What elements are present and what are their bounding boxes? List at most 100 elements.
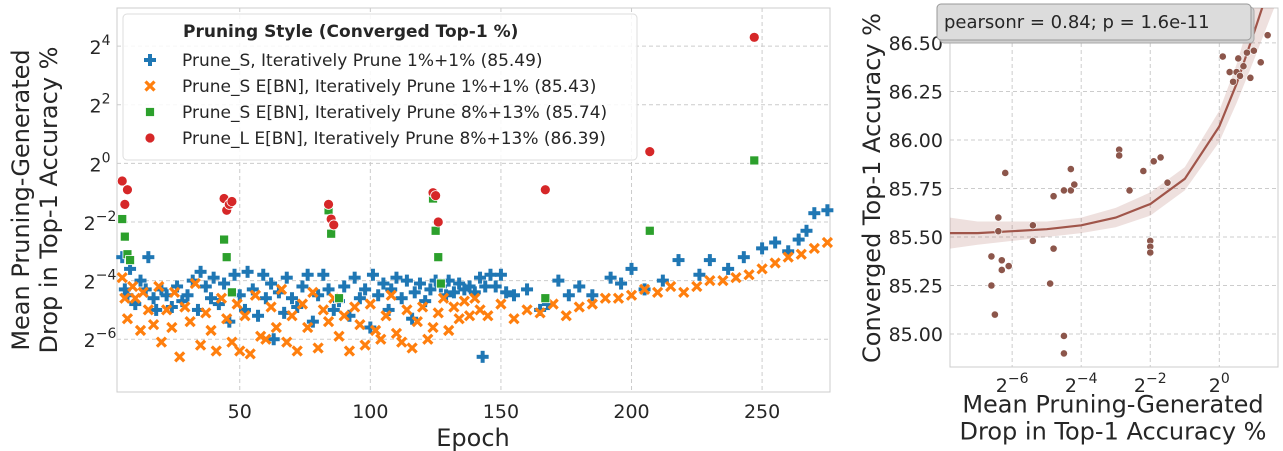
left-point-s0-65 (419, 295, 432, 308)
left-point-s0-106 (500, 286, 513, 299)
left-point-s1-69 (458, 295, 470, 307)
left-point-s1-67 (448, 301, 460, 313)
left-point-s2-6 (227, 287, 237, 298)
left-point-s0-65-v (423, 295, 428, 308)
left-point-s0-61 (400, 274, 413, 287)
left-point-s0-86-v (577, 280, 582, 293)
legend: Pruning Style (Converged Top-1 %) Prune_… (122, 13, 638, 161)
legend-marker-0 (144, 54, 156, 66)
left-point-s0-100 (782, 245, 795, 258)
left-point-s0-89 (615, 277, 628, 290)
right-point-30 (1218, 52, 1227, 61)
left-point-s0-81-v (511, 289, 516, 302)
left-point-s0-83 (541, 298, 554, 311)
left-point-s0-45-v (326, 283, 331, 296)
left-point-s2-14 (540, 293, 551, 304)
left-point-s1-93 (743, 269, 755, 281)
left-point-s0-84 (552, 274, 565, 287)
left-point-s0-12 (165, 300, 178, 313)
left-point-s0-105-v (480, 350, 485, 363)
left-point-s0-21 (207, 271, 220, 284)
left-point-s0-76 (474, 271, 487, 284)
left-point-s0-94 (693, 268, 706, 281)
left-point-s0-74 (463, 280, 476, 293)
left-point-s0-32-v (263, 292, 268, 305)
left-point-s0-93 (672, 254, 685, 267)
left-point-s0-33 (265, 277, 278, 290)
left-x-ticks: 50 100 150 200 250 (228, 401, 781, 423)
left-point-s0-25-v (232, 268, 237, 281)
left-point-s0-104 (821, 204, 834, 217)
left-point-s0-55-v (376, 289, 381, 302)
left-point-s0-42-v (310, 315, 315, 328)
right-point-9 (1028, 221, 1037, 230)
left-point-s0-28-v (245, 265, 250, 278)
left-point-s1-80 (573, 301, 585, 313)
left-point-s1-7 (142, 304, 154, 316)
left-point-s0-93-v (676, 254, 681, 267)
left-point-s0-50 (348, 271, 361, 284)
left-point-s1-55 (385, 289, 397, 301)
left-point-s3-7 (323, 198, 334, 210)
left-point-s0-92 (656, 274, 669, 287)
left-point-s1-89 (691, 280, 703, 293)
left-point-s3-12 (432, 216, 444, 228)
left-point-s0-20-v (209, 292, 214, 305)
left-point-s1-49 (354, 318, 366, 331)
left-point-s0-29-v (250, 283, 255, 296)
left-point-s0-67-v (433, 274, 438, 287)
left-y-tick-1: 2−4 (84, 268, 117, 294)
left-y-tick-5: 24 (89, 33, 110, 59)
left-point-s0-28 (241, 265, 254, 278)
left-point-s0-14 (176, 295, 189, 308)
left-point-s0-71 (447, 286, 460, 299)
left-point-s1-82 (599, 292, 612, 304)
left-point-s1-47 (343, 345, 356, 357)
right-point-41 (1263, 31, 1272, 40)
left-point-s0-30 (252, 309, 265, 322)
left-point-s1-3 (127, 280, 139, 293)
left-point-s1-27 (239, 310, 251, 322)
left-point-s1-8 (147, 318, 160, 331)
left-point-s0-4 (129, 298, 142, 311)
left-point-s0-104-v (825, 204, 830, 217)
right-point-13 (1049, 244, 1058, 253)
left-point-s0-38 (285, 292, 298, 305)
left-point-s0-12-v (169, 300, 174, 313)
left-x-tick-2: 150 (483, 401, 519, 423)
left-point-s0-49 (343, 309, 356, 322)
left-point-s0-3-v (128, 262, 133, 275)
right-point-17 (1066, 165, 1075, 173)
left-point-s0-0 (116, 251, 129, 264)
left-point-s0-33-v (269, 277, 274, 290)
left-point-s0-78 (484, 268, 497, 281)
left-point-s1-14 (174, 351, 186, 363)
left-point-s2-5 (221, 252, 232, 263)
left-point-s0-45 (322, 283, 335, 296)
legend-marker-3 (144, 132, 156, 144)
left-point-s0-5-v (138, 274, 143, 287)
right-point-15 (1060, 332, 1068, 340)
left-point-s0-103-v (812, 207, 817, 220)
right-points (987, 31, 1272, 358)
left-point-s1-62 (422, 333, 434, 345)
left-point-s1-17 (189, 277, 201, 290)
left-point-s0-58 (385, 283, 398, 296)
left-point-s0-97 (737, 251, 750, 264)
left-point-s0-72-v (457, 277, 462, 290)
left-point-s1-11 (160, 304, 173, 316)
left-point-s0-66-v (428, 283, 433, 296)
left-point-s1-53 (375, 333, 387, 345)
left-point-s0-15-v (185, 289, 190, 302)
left-point-s1-54 (380, 310, 392, 322)
left-point-s0-19-v (203, 280, 208, 293)
left-point-s1-52 (369, 324, 382, 337)
left-point-s1-59 (406, 342, 418, 354)
left-point-s0-82 (521, 283, 534, 296)
left-point-s0-63 (408, 286, 421, 299)
left-point-s2-16 (749, 155, 760, 166)
right-point-37 (1243, 48, 1251, 57)
left-point-s0-98 (756, 242, 769, 255)
right-point-19 (1070, 180, 1079, 189)
left-point-s0-79-v (493, 280, 498, 293)
